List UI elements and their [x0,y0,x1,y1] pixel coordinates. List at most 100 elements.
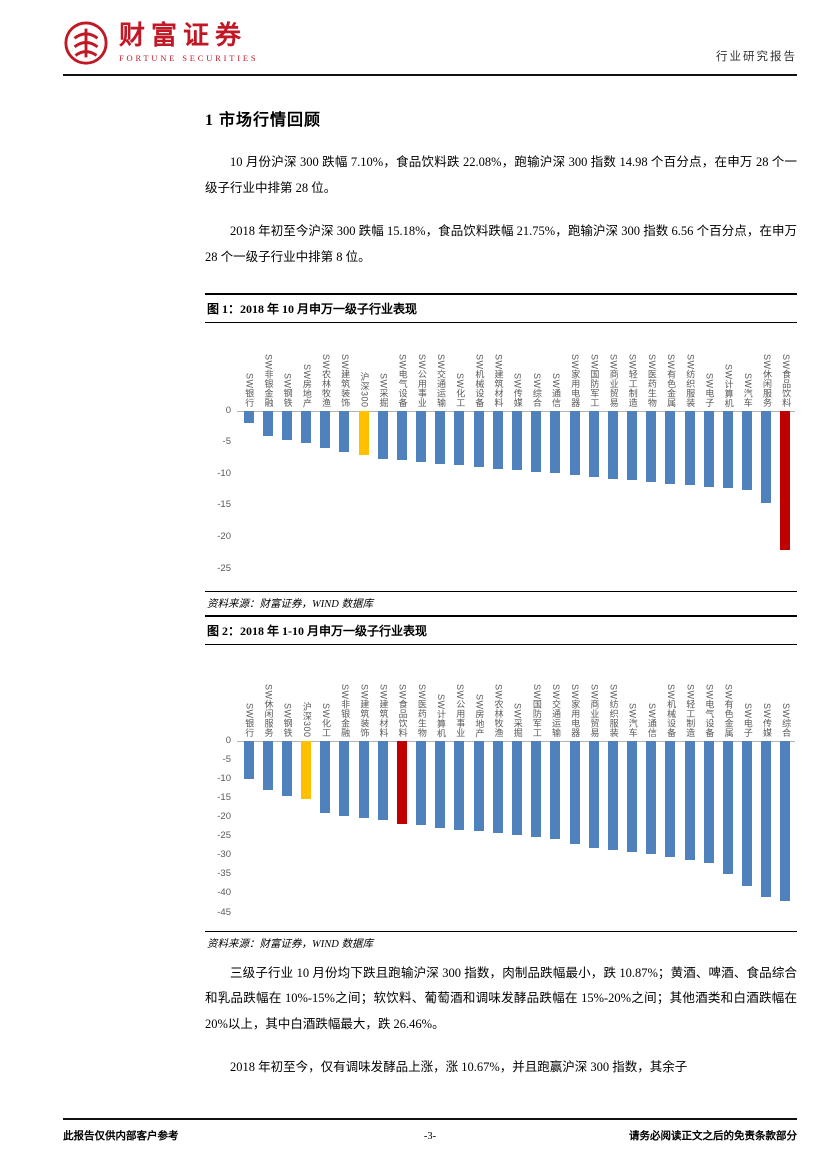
chart-column: SW国防军工 [527,649,546,838]
category-label-wrap: SW交通运输 [551,649,561,741]
bar [435,740,446,828]
category-label-wrap: SW医药生物 [646,327,657,411]
category-label-wrap: SW纺织服装 [608,649,619,741]
bar [722,740,733,875]
chart-column: SW综合 [527,327,546,472]
category-label: SW有色金属 [666,354,677,408]
bar [703,410,714,487]
bar [511,410,522,470]
category-label: SW休闲服务 [263,684,274,738]
brand-subtitle: FORTUNE SECURITIES [119,53,259,63]
footer-disclaimer-left: 此报告仅供内部客户参考 [63,1131,179,1142]
page-header: 财富证券 FORTUNE SECURITIES 行业研究报告 [63,0,797,76]
bar [262,740,273,791]
category-label: SW钢铁 [282,373,293,408]
chart-column: SW非银金融 [335,649,354,817]
category-label: SW纺织服装 [685,354,696,408]
bar [377,410,388,459]
chart-column: SW医药生物 [412,649,431,826]
y-axis-tick: -15 [217,499,231,511]
category-label-wrap: SW非银金融 [263,327,273,411]
bar [550,740,561,840]
category-label: SW银行 [244,373,255,408]
category-label: SW轻工制造 [685,684,696,738]
category-label-wrap: SW机械设备 [474,327,484,411]
bar [646,740,657,855]
category-label-wrap: SW国防军工 [589,327,600,411]
category-label: SW国防军工 [589,354,600,408]
chart-column: SW农林牧渔 [488,649,507,834]
bar [473,410,484,467]
figure2-title: 图 2：2018 年 1-10 月申万一级子行业表现 [205,614,797,645]
category-label: SW农林牧渔 [493,684,504,738]
y-axis-tick: -25 [217,562,231,574]
chart-plot-area: SW银行 SW非银金融 SW钢铁 SW房地产 SW农林牧渔 SW建筑装饰 沪深300 SW采掘… [239,327,795,551]
bar [243,410,254,424]
category-label: SW建筑材料 [493,354,504,408]
chart-column: SW建筑材料 [488,327,507,469]
chart-column: SW有色金属 [718,649,737,875]
bar [511,740,522,836]
category-label-wrap: SW计算机 [723,327,734,411]
category-label: SW纺织服装 [608,684,619,738]
figure1-chart: 0 -5 -10 -15 -20 -25 SW银行 SW非银金融 SW钢铁 SW房地产 SW农林牧渔… [205,327,797,587]
chart-column: SW通信 [642,649,661,855]
category-label: SW公用事业 [416,354,427,408]
chart-column: SW钢铁 [277,649,296,797]
chart-column: SW钢铁 [277,327,296,440]
chart-column: SW汽车 [622,649,641,853]
bar [358,740,369,819]
chart-column: SW化工 [316,649,335,814]
category-label-wrap: SW国防军工 [531,649,542,741]
category-label-wrap: SW综合 [781,649,791,741]
chart-column: SW计算机 [431,649,450,828]
category-label-wrap: SW传媒 [762,649,772,741]
bar [454,410,465,466]
category-label-wrap: SW房地产 [474,649,485,741]
y-axis-tick: -20 [217,530,231,542]
bar [301,740,312,799]
category-label-wrap: SW有色金属 [723,649,734,741]
category-label: SW房地产 [474,693,485,738]
y-axis-tick: -15 [217,791,231,803]
footer-disclaimer-right: 请务必阅读正文之后的免责条款部分 [629,1131,797,1142]
category-label-wrap: SW公用事业 [416,327,427,411]
bar [281,410,292,440]
category-label: SW建筑装饰 [359,684,370,738]
chart-column: 沪深300 [354,327,373,456]
category-label: SW交通运输 [436,354,447,408]
chart-column: SW食品饮料 [392,649,411,824]
y-axis-tick: -5 [222,753,231,765]
category-label-wrap: SW综合 [531,327,542,411]
category-label-wrap: SW化工 [321,649,331,741]
chart-column: SW建筑材料 [373,649,392,821]
bar [665,740,676,858]
bar [454,740,465,830]
bar [569,740,580,844]
category-label: SW食品饮料 [781,354,792,408]
category-label: SW休闲服务 [761,354,772,408]
category-label: SW综合 [531,373,542,408]
y-axis-tick: -10 [217,772,231,784]
category-label-wrap: SW轻工制造 [685,649,696,741]
category-label-wrap: SW建筑材料 [493,327,504,411]
brand-text: 财富证券 FORTUNE SECURITIES [119,23,259,64]
chart-column: SW国防军工 [584,327,603,477]
chart-column: SW房地产 [469,649,488,832]
category-label-wrap: SW商业贸易 [589,649,599,741]
bar [492,740,503,834]
page-footer: 此报告仅供内部客户参考 -3- 请务必阅读正文之后的免责条款部分 [63,1118,797,1143]
chart-column: SW电子 [737,649,756,886]
category-label: SW采掘 [512,703,523,738]
figure1-title: 图 1：2018 年 10 月申万一级子行业表现 [205,292,797,323]
category-label-wrap: SW农林牧渔 [321,327,331,411]
category-label: SW医药生物 [416,684,427,738]
category-label-wrap: SW非银金融 [340,649,350,741]
category-label-wrap: SW医药生物 [416,649,427,741]
category-label: SW采掘 [378,373,389,408]
bar [646,410,657,482]
category-label-wrap: SW计算机 [436,649,446,741]
y-axis-tick: 0 [225,404,231,416]
y-axis-tick: -30 [217,849,231,861]
